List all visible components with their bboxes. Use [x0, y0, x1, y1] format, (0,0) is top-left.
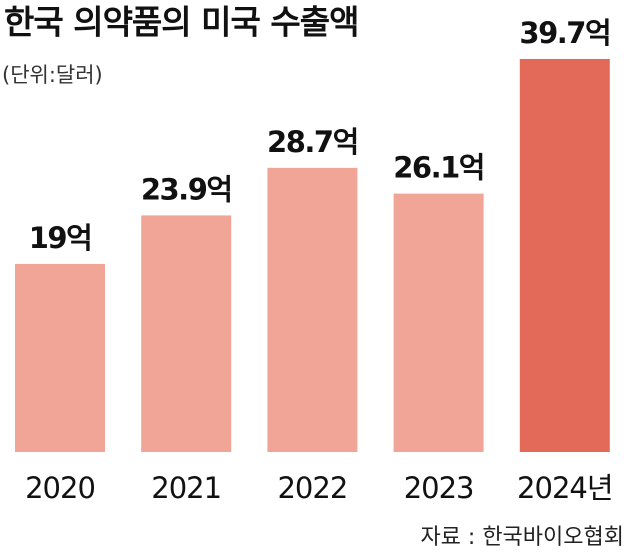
source: 자료 : 한국바이오협회	[420, 525, 624, 550]
x-tick-label: 2022	[277, 471, 347, 505]
value-label: 23.9억	[141, 172, 232, 206]
x-tick-label: 2020	[25, 471, 95, 505]
chart-title: 한국 의약품의 미국 수출액	[4, 3, 358, 42]
bar	[519, 58, 610, 452]
x-tick-label: 2024년	[517, 471, 612, 505]
value-label: 19억	[29, 221, 92, 255]
bar	[141, 215, 232, 452]
bar	[393, 193, 484, 453]
bar	[15, 263, 105, 452]
value-label: 39.7억	[519, 16, 610, 50]
x-tick-label: 2023	[404, 471, 474, 505]
value-label: 28.7억	[267, 125, 358, 159]
chart-subtitle: (단위:달러)	[2, 63, 103, 87]
bar	[267, 167, 358, 452]
x-tick-label: 2021	[151, 471, 221, 505]
value-label: 26.1억	[393, 151, 484, 185]
